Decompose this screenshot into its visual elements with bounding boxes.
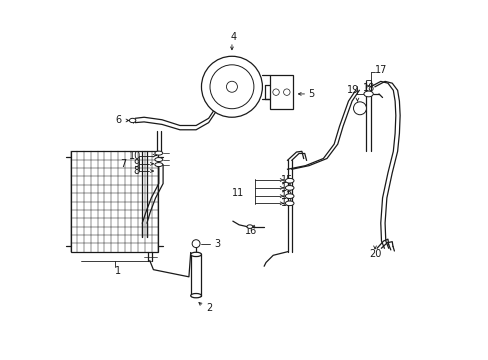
Circle shape bbox=[201, 56, 262, 117]
Ellipse shape bbox=[190, 252, 201, 257]
Circle shape bbox=[192, 240, 200, 248]
Circle shape bbox=[226, 81, 237, 92]
Ellipse shape bbox=[190, 293, 201, 298]
Ellipse shape bbox=[363, 91, 372, 97]
Ellipse shape bbox=[129, 118, 136, 123]
Text: 5: 5 bbox=[308, 89, 314, 99]
Text: 13: 13 bbox=[281, 198, 293, 208]
Ellipse shape bbox=[285, 201, 293, 206]
Text: 15: 15 bbox=[281, 175, 293, 185]
Bar bbox=[70, 151, 158, 252]
Text: 6: 6 bbox=[115, 116, 121, 126]
Text: 11: 11 bbox=[232, 188, 244, 198]
Text: 7: 7 bbox=[120, 159, 126, 169]
Circle shape bbox=[272, 89, 279, 95]
Text: 4: 4 bbox=[230, 32, 236, 41]
Text: 20: 20 bbox=[368, 248, 381, 258]
Text: 1: 1 bbox=[115, 266, 121, 276]
Circle shape bbox=[209, 65, 253, 109]
Bar bbox=[269, 75, 292, 109]
Text: 8: 8 bbox=[133, 166, 139, 176]
Circle shape bbox=[283, 89, 289, 95]
Text: 10: 10 bbox=[129, 150, 141, 161]
Ellipse shape bbox=[285, 185, 293, 190]
Ellipse shape bbox=[246, 225, 252, 228]
Text: 17: 17 bbox=[374, 64, 386, 75]
Ellipse shape bbox=[155, 163, 163, 167]
Text: 12: 12 bbox=[281, 191, 293, 201]
Bar bbox=[190, 255, 201, 296]
Text: 16: 16 bbox=[244, 226, 257, 236]
Text: 18: 18 bbox=[362, 83, 374, 93]
Circle shape bbox=[353, 102, 366, 115]
Ellipse shape bbox=[285, 179, 293, 183]
Text: 19: 19 bbox=[346, 85, 358, 95]
Text: 3: 3 bbox=[214, 239, 220, 249]
Ellipse shape bbox=[155, 158, 163, 162]
Text: 14: 14 bbox=[281, 183, 293, 193]
Text: 2: 2 bbox=[206, 303, 212, 314]
Text: 9: 9 bbox=[133, 159, 139, 169]
Ellipse shape bbox=[285, 194, 293, 198]
Ellipse shape bbox=[155, 151, 163, 155]
